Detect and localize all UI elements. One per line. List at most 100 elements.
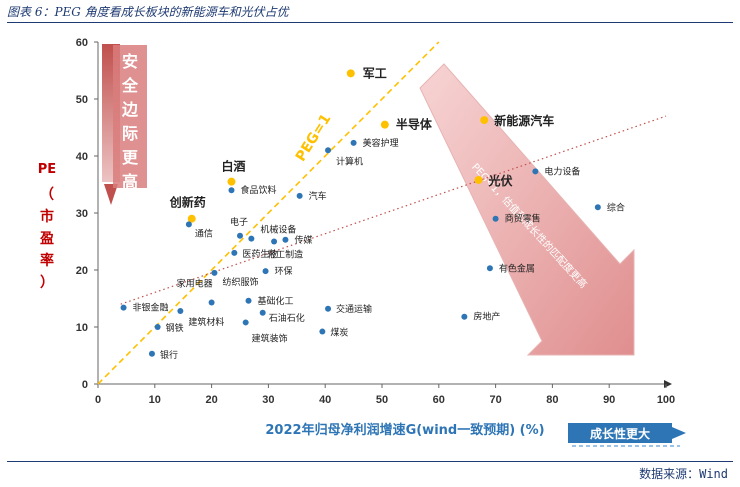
trend-line — [120, 115, 667, 305]
point-纺织服饰 — [211, 269, 218, 276]
point-label: 白酒 — [221, 159, 245, 174]
point-label: 房地产 — [473, 311, 500, 323]
point-煤炭 — [319, 328, 326, 335]
point-建筑材料 — [177, 308, 184, 315]
point-label: 电子 — [230, 216, 248, 228]
y-tick-label: 0 — [82, 379, 88, 391]
point-白酒 — [227, 177, 236, 186]
data-source: 数据来源：Wind — [639, 467, 728, 481]
point-商贸零售 — [492, 215, 499, 222]
point-有色金属 — [486, 265, 493, 272]
x-tick-label: 60 — [433, 394, 445, 406]
point-label: 军工 — [363, 65, 387, 80]
point-label: 机械设备 — [260, 224, 296, 236]
point-交通运输 — [325, 305, 332, 312]
x-tick-label: 80 — [546, 394, 558, 406]
point-基础化工 — [245, 297, 252, 304]
point-食品饮料 — [228, 187, 235, 194]
point-label: 建筑材料 — [188, 316, 224, 328]
y-tick-label: 20 — [76, 265, 88, 277]
x-tick-label: 100 — [657, 394, 675, 406]
safety-margin-char: 安 — [122, 52, 138, 71]
growth-box-arrow — [672, 427, 686, 439]
safety-margin-char: 更 — [122, 148, 139, 167]
point-label: 新能源汽车 — [494, 113, 554, 128]
point-label: 家用电器 — [177, 277, 213, 289]
point-钢铁 — [154, 324, 161, 330]
point-新能源汽车 — [480, 116, 489, 125]
y-tick-label: 30 — [76, 208, 88, 220]
point-半导体 — [380, 120, 389, 129]
bottom-divider — [7, 461, 733, 462]
point-电子 — [237, 232, 243, 239]
point-label: 煤炭 — [330, 327, 348, 339]
point-机械设备 — [248, 235, 255, 242]
y-axis-label-char: 盈 — [39, 231, 54, 247]
y-axis-label-char: 市 — [40, 208, 54, 225]
point-label: 有色金属 — [499, 262, 535, 274]
y-axis-label-char: 率 — [40, 252, 54, 269]
point-非银金融 — [120, 304, 127, 311]
point-电力设备 — [532, 168, 539, 175]
y-axis-label-char: ） — [40, 275, 54, 291]
x-tick-label: 90 — [603, 394, 615, 406]
point-建筑装饰 — [242, 319, 249, 326]
point-label: 通信 — [195, 227, 213, 239]
point-光伏 — [474, 175, 483, 184]
point-美容护理 — [350, 139, 357, 146]
x-tick-label: 0 — [95, 394, 101, 406]
y-tick-label: 60 — [76, 37, 88, 49]
point-label: 建筑装饰 — [252, 332, 288, 344]
x-tick-label: 50 — [376, 394, 388, 406]
y-tick-label: 40 — [76, 151, 88, 163]
point-label: 创新药 — [169, 195, 206, 210]
safety-margin-char: 际 — [122, 124, 138, 143]
y-tick-label: 50 — [76, 94, 88, 106]
point-创新药 — [187, 214, 196, 223]
point-label: 石油石化 — [269, 312, 305, 324]
chart-title: 图表 6：PEG 角度看成长板块的新能源车和光伏占优 — [7, 5, 289, 19]
y-axis-label-char: （ — [40, 187, 54, 203]
point-传媒 — [282, 236, 289, 243]
point-label: 电力设备 — [544, 165, 580, 177]
x-tick-label: 10 — [149, 394, 161, 406]
point-label: 银行 — [160, 349, 178, 361]
x-tick-label: 70 — [489, 394, 501, 406]
point-label: 医药生物 — [242, 248, 278, 260]
x-axis-label: 2022年归母净利润增速G(wind一致预期) (%) — [265, 422, 544, 438]
point-label: 非银金融 — [133, 302, 169, 314]
point-label: 综合 — [607, 201, 625, 213]
y-tick-label: 10 — [76, 322, 88, 334]
point-label: 环保 — [275, 265, 293, 277]
point-label: 半导体 — [396, 117, 433, 132]
peg-equals-one-line — [97, 41, 440, 385]
growth-box — [568, 423, 672, 443]
point-label: 钢铁 — [166, 322, 184, 334]
point-label: 食品饮料 — [240, 184, 276, 196]
safety-margin-char: 全 — [121, 76, 139, 95]
point-家用电器 — [208, 299, 215, 306]
point-label: 计算机 — [336, 155, 363, 167]
point-医药生物 — [231, 249, 238, 256]
valuation-arrow — [419, 63, 635, 356]
point-轻工制造 — [271, 238, 278, 245]
point-label: 交通运输 — [336, 303, 372, 315]
top-divider — [7, 22, 733, 23]
safety-margin-char: 高 — [122, 172, 138, 191]
point-label: 汽车 — [309, 190, 327, 202]
growth-label: 成长性更大 — [590, 426, 650, 441]
peg-line-label: PEG=1 — [293, 111, 335, 164]
point-房地产 — [461, 313, 468, 320]
point-label: 基础化工 — [258, 295, 294, 307]
point-label: 商贸零售 — [505, 213, 541, 225]
point-石油石化 — [259, 309, 266, 316]
x-tick-label: 20 — [205, 394, 217, 406]
point-综合 — [594, 204, 601, 211]
point-label: 轻工制造 — [267, 249, 303, 261]
safety-box — [113, 45, 147, 188]
point-军工 — [346, 69, 355, 78]
point-label: 美容护理 — [363, 137, 399, 149]
point-label: 纺织服饰 — [222, 276, 258, 288]
point-通信 — [185, 221, 192, 228]
